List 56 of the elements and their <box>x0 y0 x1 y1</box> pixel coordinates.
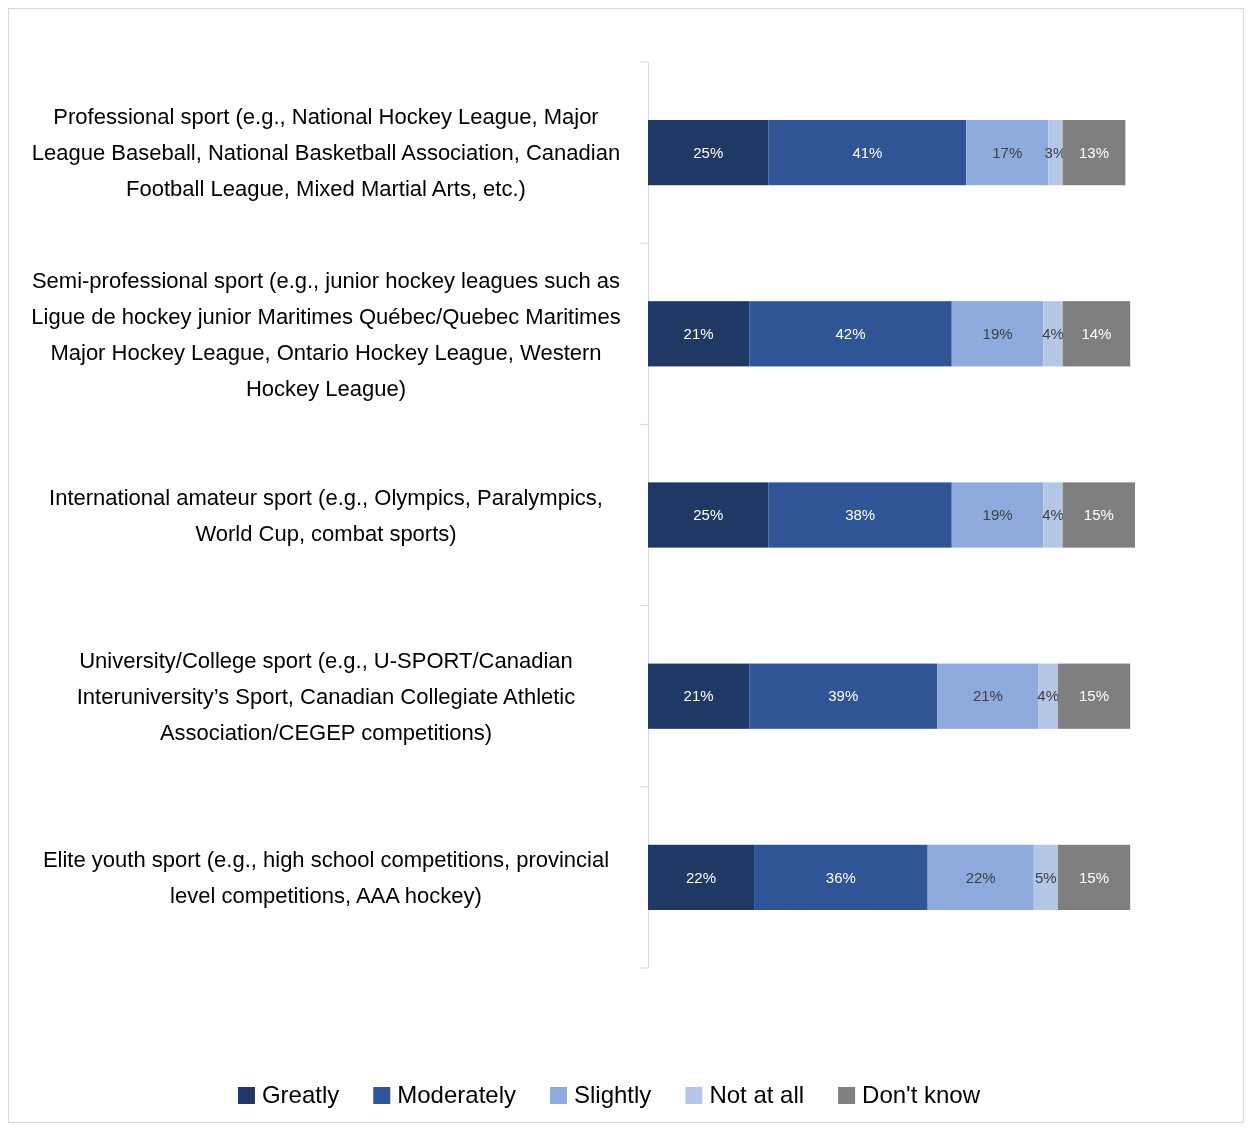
bar <box>1062 119 1126 186</box>
data-label: 4% <box>1042 506 1064 524</box>
data-label: 38% <box>845 506 876 524</box>
data-label: 15% <box>1079 687 1110 705</box>
data-label: 42% <box>835 325 866 343</box>
data-label: 15% <box>1083 506 1114 524</box>
data-label: 21% <box>683 325 714 343</box>
data-label: 17% <box>992 143 1023 161</box>
y-tick-label: Elite youth sport (e.g., high school competitions, provincial level competitions, AAA hockey) <box>42 847 610 909</box>
data-label: 36% <box>825 868 856 886</box>
bar <box>927 844 1034 911</box>
data-label: 21% <box>972 687 1003 705</box>
bar <box>1043 482 1063 548</box>
bar <box>1062 301 1131 367</box>
data-label: 4% <box>1042 325 1064 343</box>
bar <box>749 663 938 729</box>
legend-label: Moderately <box>397 1081 517 1109</box>
data-label: 19% <box>982 325 1013 343</box>
data-label: 14% <box>1081 325 1112 343</box>
bar <box>648 301 750 367</box>
bar <box>749 301 952 367</box>
bar <box>951 301 1044 367</box>
data-label: 21% <box>683 687 714 705</box>
data-label: 25% <box>693 506 724 524</box>
legend-label: Not at all <box>709 1081 805 1109</box>
bar <box>1057 663 1131 729</box>
data-label: 15% <box>1079 868 1110 886</box>
bar <box>648 663 750 729</box>
data-label: 5% <box>1034 868 1057 886</box>
bar <box>1057 844 1131 911</box>
bar <box>768 119 967 186</box>
legend-label: Greatly <box>261 1081 340 1109</box>
bar <box>648 482 769 548</box>
bar <box>648 844 755 911</box>
data-label: 22% <box>686 868 717 886</box>
bar <box>937 663 1039 729</box>
bar <box>951 482 1044 548</box>
legend-label: Don't know <box>862 1081 981 1109</box>
y-tick-label: Professional sport (e.g., National Hockey League, Major League Baseball, National Basketball Association, Canadian Football League, Mixed Martial Arts, etc.) <box>31 104 621 202</box>
y-tick-label: Semi-professional sport (e.g., junior hockey leagues such as Ligue de hockey junior Maritimes Québec/Quebec Maritimes Major Hockey League, Ontario Hockey League, Western Hockey League) <box>31 267 621 401</box>
bar <box>754 844 928 911</box>
data-label: 39% <box>828 687 859 705</box>
data-label: 19% <box>982 506 1013 524</box>
y-tick-label: University/College sport (e.g., U-SPORT/Canadian Interuniversity’s Sport, Canadian Collegiate Athletic Association/CEGEP competitions) <box>76 647 576 745</box>
bar <box>1043 301 1063 367</box>
data-label: 4% <box>1037 687 1060 705</box>
bar <box>1062 482 1135 548</box>
data-label: 13% <box>1079 143 1110 161</box>
bar <box>768 482 952 548</box>
y-tick-label: International amateur sport (e.g., Olympics, Paralympics, World Cup, combat sports) <box>49 484 603 546</box>
bar <box>1033 844 1058 911</box>
data-label: 25% <box>693 143 724 161</box>
data-label: 41% <box>852 143 883 161</box>
legend-label: Slightly <box>574 1081 652 1109</box>
data-label: 22% <box>965 868 996 886</box>
bar <box>648 119 769 186</box>
